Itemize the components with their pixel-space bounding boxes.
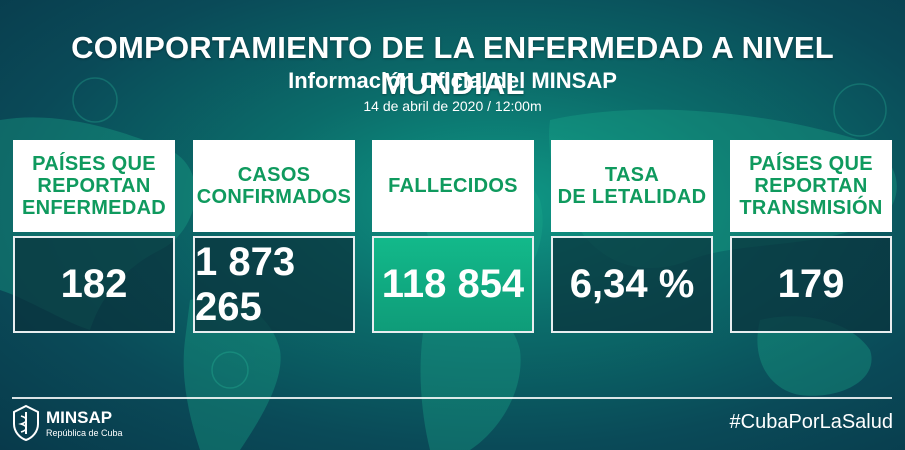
report-date: 14 de abril de 2020 / 12:00m: [363, 98, 542, 114]
label-line: REPORTAN: [37, 175, 151, 197]
stat-card-label: FALLECIDOS: [372, 140, 534, 232]
page-title: COMPORTAMIENTO DE LA ENFERMEDAD A NIVEL …: [71, 30, 834, 101]
stat-card-label: PAÍSES QUE REPORTAN TRANSMISIÓN: [730, 140, 892, 232]
footer-hashtag: #CubaPorLaSalud: [729, 411, 893, 433]
label-line: TRANSMISIÓN: [739, 197, 883, 219]
page-subtitle: Información Oficial del MINSAP: [288, 68, 617, 93]
stat-card-value: 182: [13, 236, 175, 333]
footer-divider: [12, 397, 892, 399]
footer-brand-subtitle: República de Cuba: [46, 428, 123, 438]
label-line: FALLECIDOS: [388, 175, 518, 197]
label-line: ENFERMEDAD: [21, 197, 167, 219]
stat-card-value: 1 873 265: [193, 236, 355, 333]
label-line: CONFIRMADOS: [196, 186, 352, 208]
label-line: REPORTAN: [754, 175, 868, 197]
minsap-logo-icon: [13, 404, 39, 442]
stat-card-countries-disease: PAÍSES QUE REPORTAN ENFERMEDAD 182: [13, 140, 175, 333]
stat-card-label: PAÍSES QUE REPORTAN ENFERMEDAD: [13, 140, 175, 232]
stat-card-label: CASOS CONFIRMADOS: [193, 140, 355, 232]
label-line: PAÍSES QUE: [32, 153, 156, 175]
label-line: PAÍSES QUE: [749, 153, 873, 175]
footer-brand: MINSAP: [46, 408, 113, 427]
stat-card-confirmed-cases: CASOS CONFIRMADOS 1 873 265: [193, 140, 355, 333]
label-line: CASOS: [237, 164, 311, 186]
stat-card-deaths: FALLECIDOS 118 854: [372, 140, 534, 333]
stat-card-label: TASA DE LETALIDAD: [551, 140, 713, 232]
label-line: DE LETALIDAD: [557, 186, 707, 208]
label-line: TASA: [604, 164, 660, 186]
stat-card-value: 179: [730, 236, 892, 333]
stat-card-value: 6,34 %: [551, 236, 713, 333]
stat-card-countries-transmission: PAÍSES QUE REPORTAN TRANSMISIÓN 179: [730, 140, 892, 333]
stat-card-lethality-rate: TASA DE LETALIDAD 6,34 %: [551, 140, 713, 333]
stat-card-value: 118 854: [372, 236, 534, 333]
